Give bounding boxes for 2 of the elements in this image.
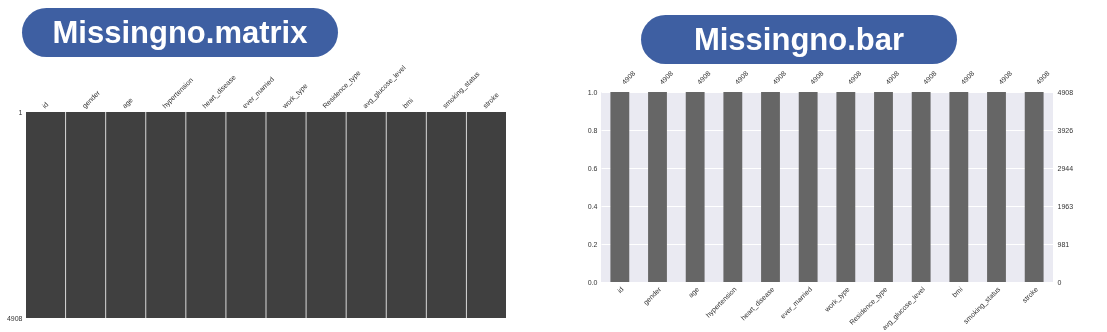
chart-title: Missingno.bar (641, 15, 957, 64)
chart-title: Missingno.matrix (22, 8, 338, 57)
